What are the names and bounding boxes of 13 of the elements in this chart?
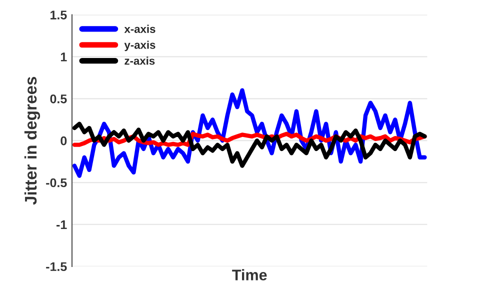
y-axis-title: Jitter in degrees	[24, 76, 40, 205]
legend-label: x-axis	[124, 24, 156, 33]
y-tick-label: -1.5	[46, 262, 67, 272]
y-tick-label: -1	[56, 220, 67, 229]
y-tick-label: 1	[60, 52, 67, 62]
y-tick-label: 0.5	[50, 94, 67, 104]
legend-label: z-axis	[124, 56, 155, 65]
y-tick-label: 1.5	[50, 10, 67, 20]
line-series	[72, 122, 427, 168]
x-axis-title: Time	[232, 269, 267, 280]
y-tick-label: -0.5	[46, 178, 67, 188]
y-tick-label: 0	[60, 136, 67, 146]
legend-label: y-axis	[124, 40, 156, 52]
